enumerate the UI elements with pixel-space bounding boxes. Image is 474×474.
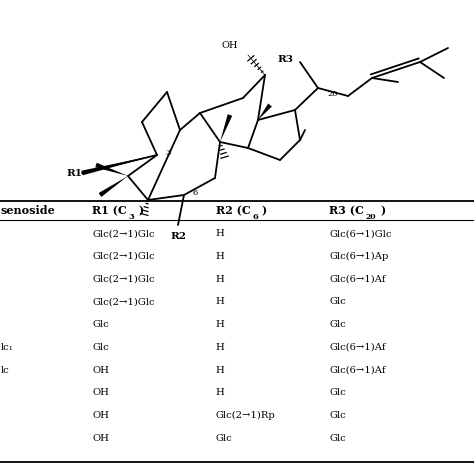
Text: R3: R3	[277, 55, 293, 64]
Text: 6: 6	[192, 189, 198, 197]
Text: Glc: Glc	[329, 434, 346, 443]
Text: H: H	[216, 298, 224, 306]
Text: Glc: Glc	[216, 434, 232, 443]
Text: senoside: senoside	[1, 205, 56, 217]
Text: Glc(2→1)Glc: Glc(2→1)Glc	[92, 298, 155, 306]
Text: OH: OH	[92, 366, 109, 374]
Text: H: H	[216, 320, 224, 329]
Text: H: H	[216, 229, 224, 238]
Text: Glc: Glc	[92, 320, 109, 329]
Text: R2: R2	[170, 232, 186, 241]
Text: Glc: Glc	[329, 298, 346, 306]
Text: OH: OH	[92, 434, 109, 443]
Text: Glc(6→1)Glc: Glc(6→1)Glc	[329, 229, 392, 238]
Text: ): )	[381, 205, 386, 217]
Text: H: H	[216, 343, 224, 352]
Polygon shape	[95, 163, 128, 176]
Text: Glc: Glc	[329, 411, 346, 420]
Text: Glc(2→1)Glc: Glc(2→1)Glc	[92, 275, 155, 283]
Text: 20: 20	[366, 213, 376, 220]
Text: Glc(6→1)Af: Glc(6→1)Af	[329, 366, 386, 374]
Text: Glc(2→1)Glc: Glc(2→1)Glc	[92, 252, 155, 261]
Text: R3 (C: R3 (C	[329, 205, 365, 217]
Text: OH: OH	[221, 41, 237, 50]
Polygon shape	[99, 176, 128, 197]
Text: R1 (C: R1 (C	[92, 205, 127, 217]
Text: H: H	[216, 366, 224, 374]
Text: Glc(2→1)Glc: Glc(2→1)Glc	[92, 229, 155, 238]
Text: lc: lc	[1, 366, 9, 374]
Polygon shape	[220, 114, 232, 142]
Text: 3: 3	[129, 213, 135, 220]
Polygon shape	[82, 155, 157, 175]
Text: Glc(2→1)Rp: Glc(2→1)Rp	[216, 411, 275, 420]
Text: ): )	[262, 205, 267, 217]
Polygon shape	[258, 103, 272, 120]
Text: Glc: Glc	[329, 320, 346, 329]
Text: R1: R1	[66, 168, 82, 177]
Text: H: H	[216, 252, 224, 261]
Text: H: H	[216, 389, 224, 397]
Text: OH: OH	[92, 411, 109, 420]
Text: 6: 6	[252, 213, 258, 220]
Text: Glc: Glc	[329, 389, 346, 397]
Text: Glc(6→1)Ap: Glc(6→1)Ap	[329, 252, 389, 261]
Text: lc₁: lc₁	[1, 343, 14, 352]
Text: Glc(6→1)Af: Glc(6→1)Af	[329, 275, 386, 283]
Text: 3: 3	[165, 149, 171, 156]
Text: 20: 20	[328, 90, 338, 98]
Text: R2 (C: R2 (C	[216, 205, 250, 217]
Text: Glc(6→1)Af: Glc(6→1)Af	[329, 343, 386, 352]
Text: H: H	[216, 275, 224, 283]
Text: OH: OH	[92, 389, 109, 397]
Text: ): )	[138, 205, 144, 217]
Text: Glc: Glc	[92, 343, 109, 352]
